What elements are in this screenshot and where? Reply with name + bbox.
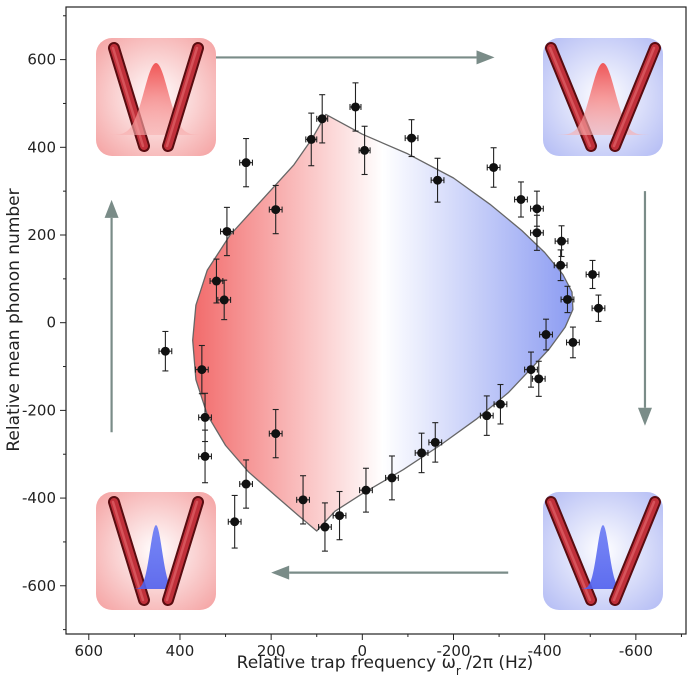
wavepacket (126, 525, 186, 589)
y-axis: 600 400 200 0 -200 -400 -600 (22, 15, 66, 631)
data-point (486, 147, 501, 188)
data-point (318, 502, 332, 552)
data-point (479, 395, 494, 436)
data-point (209, 258, 224, 304)
inset-top-left (96, 38, 216, 156)
data-point (305, 112, 318, 167)
data-point (404, 119, 419, 158)
wavepacket (573, 525, 633, 589)
data-point (385, 455, 399, 501)
contour-region (192, 113, 574, 532)
data-point (591, 294, 606, 322)
wavepacket (557, 63, 649, 135)
data-point (539, 318, 553, 351)
data-point (414, 432, 429, 474)
data-point (359, 467, 373, 513)
flow-arrow-left (104, 199, 119, 433)
x-tick-label: 200 (257, 642, 286, 660)
data-point (531, 360, 546, 397)
contour-boundary (192, 113, 574, 532)
data-point (316, 94, 329, 144)
inset-top-right (543, 38, 663, 156)
data-point (430, 157, 445, 203)
x-axis-label: Relative trap frequency ωr /2π (Hz) (237, 653, 534, 678)
wavepacket (110, 63, 202, 135)
flow-arrow-right (637, 191, 652, 426)
data-point (219, 206, 234, 257)
data-point (268, 408, 283, 459)
data-point (493, 383, 508, 425)
data-point (428, 422, 443, 463)
x-tick-label: 600 (74, 642, 103, 660)
insets (96, 38, 663, 610)
data-point (585, 259, 600, 290)
data-point (560, 285, 575, 314)
data-point (239, 459, 254, 509)
x-tick-label: -400 (528, 642, 562, 660)
y-axis-label: Relative mean phonon number (4, 188, 24, 451)
data-point (566, 326, 580, 359)
flow-arrows (104, 50, 652, 580)
y-tick-label: -400 (22, 489, 56, 507)
data-point (524, 351, 538, 388)
inset-bottom-left (96, 492, 216, 610)
x-axis: 600 400 200 0 -200 -400 -600 (74, 634, 682, 660)
x-tick-label: 0 (358, 642, 368, 660)
data-point (158, 330, 173, 372)
x-tick-label: 400 (166, 642, 195, 660)
data-point (349, 82, 362, 132)
x-tick-label: -200 (436, 642, 470, 660)
data-point (217, 279, 232, 321)
data-point (514, 181, 528, 218)
flow-arrow-bottom (271, 565, 509, 580)
data-point (529, 214, 544, 251)
data-point (554, 225, 569, 258)
y-tick-label: -600 (22, 577, 56, 595)
inset-bottom-right (543, 492, 663, 610)
data-point (332, 490, 347, 541)
y-tick-label: 400 (27, 138, 56, 156)
data-point (198, 392, 212, 443)
data-point (296, 475, 310, 525)
data-point (194, 344, 209, 395)
data-point (358, 125, 371, 176)
y-tick-label: 0 (46, 314, 56, 332)
data-point (227, 494, 242, 549)
plot-frame (65, 6, 687, 635)
data-point (553, 249, 568, 282)
data-point (239, 137, 254, 188)
data-points (158, 82, 606, 552)
x-tick-label: -600 (619, 642, 653, 660)
data-point (268, 184, 283, 235)
y-tick-label: -200 (22, 401, 56, 419)
y-tick-label: 600 (27, 51, 56, 69)
y-tick-label: 200 (27, 226, 56, 244)
